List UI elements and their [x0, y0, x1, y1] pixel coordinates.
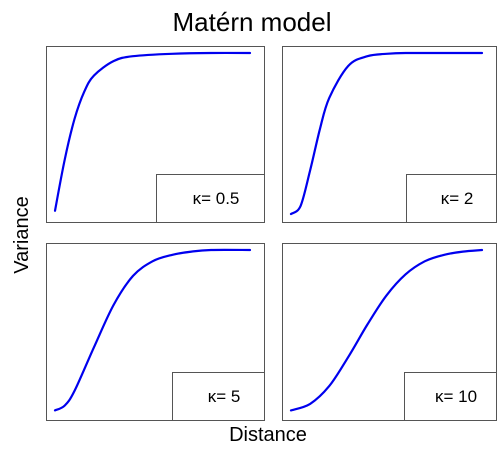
legend-box: [156, 174, 265, 223]
chart-title: Matérn model: [172, 7, 332, 37]
kappa-label: κ= 10: [435, 387, 477, 406]
panel-frame: [282, 243, 497, 421]
variogram-curve: [53, 51, 252, 212]
panel-frame: [46, 243, 265, 421]
legend-box: [404, 372, 497, 421]
legend-box: [172, 372, 265, 421]
variogram-curve: [289, 51, 484, 216]
kappa-label: κ= 0.5: [193, 189, 240, 208]
panel-kappa-2: κ= 2: [282, 46, 497, 223]
kappa-label: κ= 2: [441, 189, 474, 208]
panel-kappa-10: κ= 10: [282, 243, 497, 421]
panel-frame: [282, 46, 497, 223]
kappa-label: κ= 5: [208, 387, 241, 406]
variogram-curve: [289, 248, 484, 412]
panel-kappa-5: κ= 5: [46, 243, 265, 421]
legend-box: [406, 174, 497, 223]
panel-kappa-0.5: κ= 0.5: [46, 46, 265, 223]
panel-frame: [46, 46, 265, 223]
variogram-curve: [53, 248, 252, 412]
x-axis-label: Distance: [229, 424, 307, 446]
